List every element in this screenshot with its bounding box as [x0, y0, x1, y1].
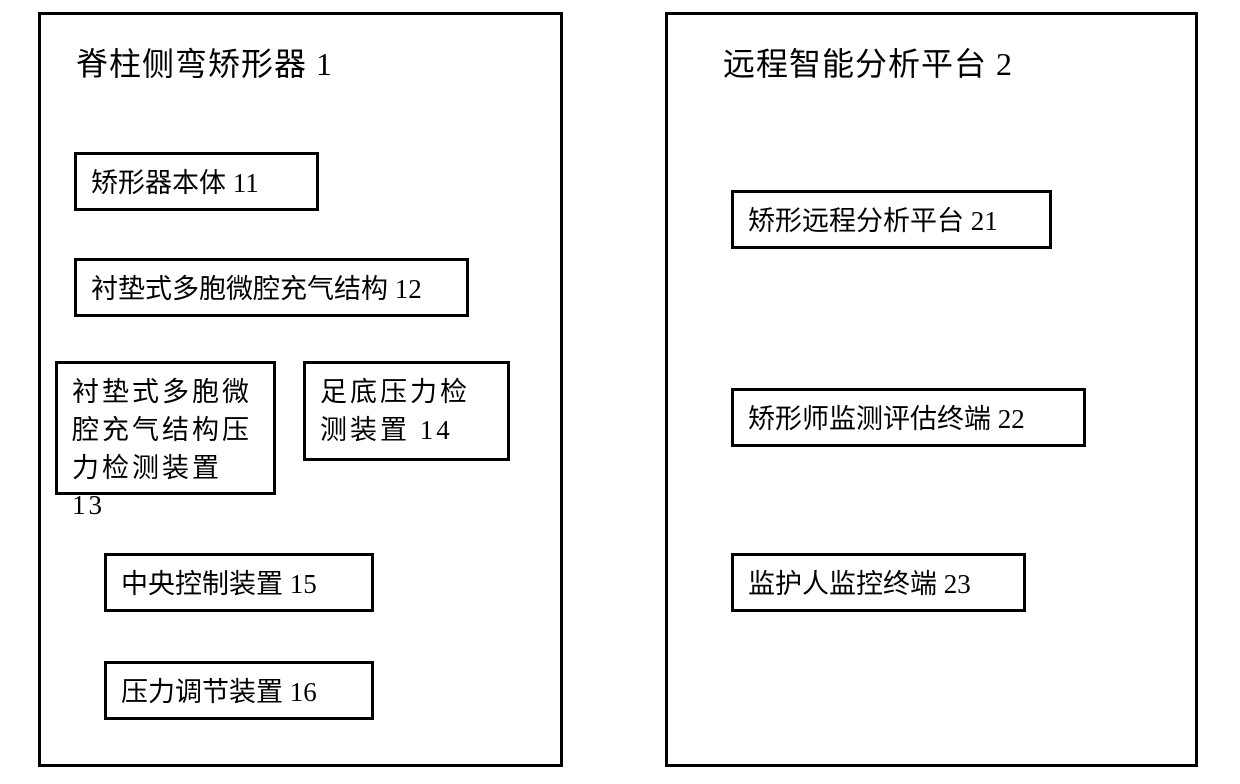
- right-panel-title: 远程智能分析平台 2: [723, 39, 1013, 85]
- box-21: 矫形远程分析平台 21: [731, 190, 1052, 249]
- box-14: 足底压力检测装置 14: [303, 361, 510, 461]
- box-12: 衬垫式多胞微腔充气结构 12: [74, 258, 469, 317]
- right-panel: 远程智能分析平台 2 矫形远程分析平台 21 矫形师监测评估终端 22 监护人监…: [665, 12, 1198, 767]
- box-15: 中央控制装置 15: [104, 553, 374, 612]
- left-panel-title: 脊柱侧弯矫形器 1: [76, 39, 333, 85]
- box-22: 矫形师监测评估终端 22: [731, 388, 1086, 447]
- box-11: 矫形器本体 11: [74, 152, 319, 211]
- box-16: 压力调节装置 16: [104, 661, 374, 720]
- left-panel: 脊柱侧弯矫形器 1 矫形器本体 11 衬垫式多胞微腔充气结构 12 衬垫式多胞微…: [38, 12, 563, 767]
- box-13: 衬垫式多胞微腔充气结构压力检测装置 13: [55, 361, 276, 495]
- box-23: 监护人监控终端 23: [731, 553, 1026, 612]
